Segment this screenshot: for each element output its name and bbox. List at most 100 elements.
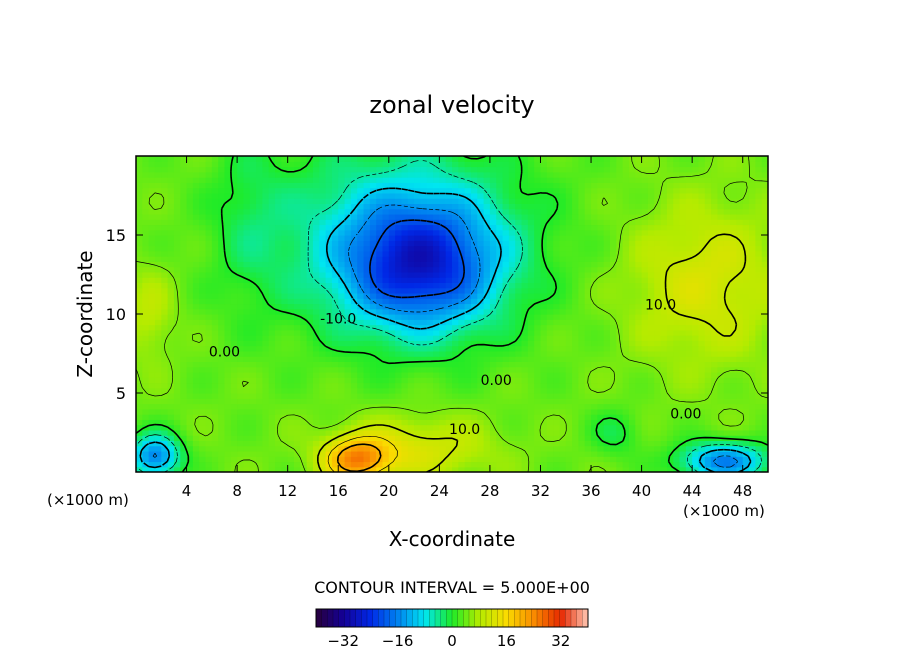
- heatmap-cell: [439, 245, 447, 252]
- heatmap-cell: [300, 303, 308, 310]
- heatmap-cell: [338, 456, 346, 463]
- heatmap-cell: [167, 250, 175, 257]
- heatmap-cell: [249, 235, 257, 241]
- heatmap-cell: [414, 456, 421, 463]
- heatmap-cell: [704, 393, 712, 399]
- heatmap-cell: [755, 398, 763, 405]
- heatmap-cell: [534, 456, 542, 463]
- heatmap-cell: [597, 208, 605, 215]
- heatmap-cell: [445, 282, 453, 289]
- heatmap-cell: [338, 371, 346, 378]
- heatmap-cell: [363, 240, 371, 247]
- heatmap-cell: [521, 361, 529, 368]
- heatmap-cell: [224, 271, 232, 278]
- heatmap-cell: [142, 350, 150, 357]
- heatmap-cell: [325, 250, 333, 257]
- heatmap-cell: [452, 450, 459, 457]
- heatmap-cell: [610, 387, 617, 394]
- heatmap-cell: [616, 435, 624, 441]
- heatmap-cell: [572, 440, 579, 447]
- heatmap-cell: [426, 208, 434, 215]
- heatmap-cell: [350, 393, 358, 399]
- heatmap-cell: [483, 445, 491, 452]
- heatmap-cell: [287, 235, 295, 241]
- heatmap-cell: [142, 245, 150, 252]
- heatmap-cell: [489, 382, 497, 389]
- heatmap-cell: [331, 440, 339, 447]
- heatmap-cell: [603, 277, 611, 283]
- heatmap-cell: [692, 461, 700, 468]
- heatmap-cell: [218, 224, 226, 231]
- heatmap-cell: [199, 398, 207, 405]
- heatmap-cell: [622, 229, 630, 236]
- heatmap-cell: [136, 408, 143, 415]
- heatmap-cell: [477, 245, 485, 252]
- heatmap-cell: [275, 208, 282, 215]
- heatmap-cell: [572, 240, 579, 247]
- heatmap-cell: [483, 287, 491, 294]
- heatmap-cell: [679, 324, 687, 331]
- heatmap-cell: [395, 335, 403, 341]
- heatmap-cell: [458, 308, 466, 315]
- heatmap-cell: [508, 224, 516, 231]
- heatmap-cell: [527, 240, 535, 247]
- heatmap-cell: [445, 229, 453, 236]
- heatmap-cell: [237, 435, 245, 441]
- heatmap-cell: [660, 403, 668, 410]
- heatmap-cell: [224, 314, 232, 320]
- heatmap-cell: [755, 445, 763, 452]
- heatmap-cell: [692, 335, 700, 341]
- heatmap-cell: [230, 419, 238, 426]
- heatmap-cell: [395, 319, 403, 326]
- heatmap-cell: [464, 213, 472, 220]
- heatmap-cell: [540, 398, 548, 405]
- heatmap-cell: [508, 298, 516, 305]
- heatmap-cell: [439, 440, 447, 447]
- heatmap-cell: [211, 235, 219, 241]
- heatmap-cell: [205, 414, 213, 420]
- heatmap-cell: [452, 382, 459, 389]
- heatmap-cell: [445, 261, 453, 268]
- heatmap-cell: [426, 282, 434, 289]
- heatmap-cell: [445, 466, 453, 472]
- heatmap-cell: [249, 208, 257, 215]
- heatmap-cell: [218, 350, 226, 357]
- heatmap-cell: [622, 271, 630, 278]
- heatmap-cell: [376, 403, 384, 410]
- heatmap-cell: [527, 250, 535, 257]
- heatmap-cell: [338, 235, 346, 241]
- heatmap-cell: [742, 340, 750, 347]
- heatmap-cell: [319, 229, 327, 236]
- heatmap-cell: [527, 450, 535, 457]
- heatmap-cell: [521, 345, 529, 352]
- heatmap-cell: [704, 335, 712, 341]
- heatmap-cell: [534, 219, 542, 226]
- heatmap-cell: [205, 435, 213, 441]
- heatmap-cell: [230, 224, 238, 231]
- heatmap-cell: [540, 356, 548, 362]
- heatmap-cell: [502, 350, 510, 357]
- heatmap-cell: [559, 414, 567, 420]
- heatmap-cell: [268, 429, 276, 436]
- heatmap-cell: [243, 456, 251, 463]
- heatmap-cell: [363, 266, 371, 273]
- heatmap-cell: [395, 245, 403, 252]
- heatmap-cell: [610, 319, 617, 326]
- heatmap-cell: [635, 456, 643, 463]
- heatmap-cell: [572, 245, 579, 252]
- heatmap-cell: [154, 429, 162, 436]
- heatmap-cell: [344, 277, 352, 283]
- heatmap-cell: [382, 292, 390, 299]
- heatmap-cell: [578, 377, 586, 384]
- heatmap-cell: [192, 266, 200, 273]
- heatmap-cell: [723, 382, 731, 389]
- heatmap-cell: [559, 240, 567, 247]
- heatmap-cell: [660, 377, 668, 384]
- heatmap-cell: [711, 424, 719, 431]
- heatmap-cell: [692, 287, 700, 294]
- heatmap-cell: [755, 440, 763, 447]
- heatmap-cell: [445, 245, 453, 252]
- heatmap-cell: [698, 414, 706, 420]
- heatmap-cell: [635, 340, 643, 347]
- heatmap-cell: [287, 256, 295, 262]
